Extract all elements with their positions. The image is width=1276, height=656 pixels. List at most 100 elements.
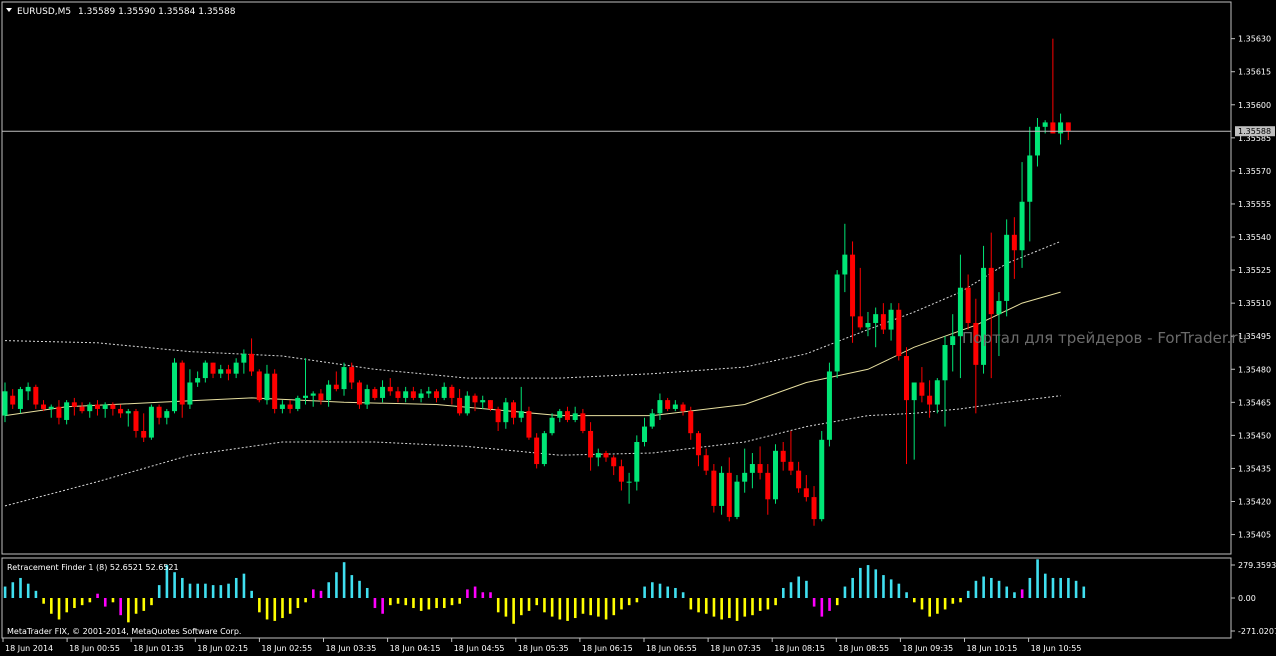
histogram-bar bbox=[627, 598, 631, 606]
candle-body bbox=[17, 389, 23, 409]
histogram-bar bbox=[558, 598, 562, 620]
candle-body bbox=[719, 472, 725, 506]
histogram-bar bbox=[550, 598, 554, 617]
current-price-label: 1.35588 bbox=[1238, 127, 1271, 136]
histogram-bar bbox=[481, 592, 485, 598]
candle-body bbox=[79, 406, 85, 412]
candle-body bbox=[118, 408, 124, 414]
histogram-bar bbox=[1082, 586, 1086, 598]
candle-body bbox=[680, 404, 686, 412]
candle-body bbox=[310, 393, 316, 396]
histogram-bar bbox=[489, 592, 492, 598]
histogram-bar bbox=[173, 572, 176, 598]
candle-body bbox=[433, 391, 439, 398]
histogram-bar bbox=[1005, 586, 1009, 598]
candle-body bbox=[888, 309, 894, 330]
histogram-bar bbox=[812, 598, 816, 607]
candle-body bbox=[996, 300, 1002, 315]
histogram-bar bbox=[951, 598, 955, 604]
histogram-bar bbox=[735, 598, 739, 621]
candle-body bbox=[1065, 122, 1071, 132]
histogram-bar bbox=[959, 598, 962, 603]
histogram-bar bbox=[943, 598, 947, 610]
candle-body bbox=[202, 362, 208, 379]
candle-body bbox=[911, 382, 917, 401]
candle-body bbox=[880, 314, 886, 330]
indicator-tick-label: -271.0207 bbox=[1238, 627, 1276, 636]
candle-body bbox=[272, 373, 278, 409]
histogram-bar bbox=[897, 583, 901, 598]
histogram-bar bbox=[427, 598, 431, 610]
price-tick-label: 1.35525 bbox=[1238, 266, 1271, 275]
candle-body bbox=[1027, 155, 1033, 202]
candle-body bbox=[541, 433, 547, 465]
time-tick-label: 18 Jun 08:15 bbox=[774, 644, 825, 653]
candle-body bbox=[403, 391, 409, 398]
histogram-bar bbox=[150, 598, 153, 606]
candle-body bbox=[287, 404, 293, 409]
histogram-bar bbox=[997, 580, 1001, 598]
candle-body bbox=[588, 430, 594, 458]
candle-body bbox=[549, 417, 555, 434]
candle-body bbox=[703, 455, 709, 471]
histogram-bar bbox=[111, 598, 115, 603]
candle-body bbox=[387, 386, 393, 392]
histogram-bar bbox=[782, 587, 785, 598]
candle-body bbox=[557, 411, 563, 418]
histogram-bar bbox=[835, 598, 839, 606]
histogram-bar bbox=[1059, 577, 1062, 598]
histogram-bar bbox=[373, 598, 377, 609]
candle-body bbox=[726, 472, 732, 517]
histogram-bar bbox=[928, 598, 931, 617]
histogram-bar bbox=[866, 565, 870, 598]
candle-body bbox=[796, 470, 802, 489]
histogram-bar bbox=[419, 598, 423, 611]
histogram-bar bbox=[789, 582, 793, 598]
price-tick-label: 1.35480 bbox=[1238, 365, 1271, 374]
price-tick-label: 1.35510 bbox=[1238, 299, 1271, 308]
candle-body bbox=[1011, 234, 1017, 251]
candle-body bbox=[195, 378, 201, 383]
triangle-down-icon[interactable] bbox=[6, 8, 12, 12]
histogram-bar bbox=[88, 598, 92, 603]
candle-body bbox=[256, 371, 262, 401]
candle-body bbox=[973, 322, 979, 365]
histogram-bar bbox=[181, 577, 184, 598]
candle-body bbox=[711, 470, 717, 506]
histogram-bar bbox=[743, 598, 747, 617]
histogram-bar bbox=[3, 586, 7, 598]
symbol-label: EURUSD,M5 bbox=[17, 7, 71, 17]
histogram-bar bbox=[604, 598, 608, 620]
candle-body bbox=[1042, 122, 1048, 127]
histogram-bar bbox=[219, 585, 223, 598]
histogram-bar bbox=[80, 598, 84, 606]
histogram-bar bbox=[273, 598, 277, 621]
histogram-bar bbox=[597, 598, 600, 617]
time-tick-label: 18 Jun 2014 bbox=[5, 644, 53, 653]
candle-body bbox=[788, 461, 794, 471]
histogram-bar bbox=[920, 598, 924, 610]
histogram-bar bbox=[466, 589, 469, 598]
histogram-bar bbox=[319, 590, 323, 598]
histogram-bar bbox=[589, 598, 592, 616]
histogram-bar bbox=[26, 583, 30, 598]
candle-body bbox=[511, 402, 517, 418]
candle-body bbox=[172, 362, 178, 412]
indicator-tick-label: 0.00 bbox=[1238, 594, 1256, 603]
candle-body bbox=[141, 430, 147, 438]
price-tick-label: 1.35555 bbox=[1238, 200, 1271, 209]
histogram-bar bbox=[666, 586, 670, 598]
histogram-bar bbox=[1051, 577, 1055, 598]
histogram-bar bbox=[34, 590, 38, 598]
histogram-bar bbox=[335, 572, 338, 598]
histogram-bar bbox=[805, 580, 808, 598]
price-axis: 1.35630 1.35615 1.35600 1.35585 1.35570 1.355… bbox=[1231, 35, 1271, 540]
histogram-bar bbox=[73, 598, 76, 609]
candle-body bbox=[618, 466, 624, 482]
candle-body bbox=[1019, 201, 1025, 251]
histogram-bar bbox=[936, 598, 939, 614]
price-tick-label: 1.35465 bbox=[1238, 398, 1271, 407]
histogram-bar bbox=[96, 593, 99, 598]
